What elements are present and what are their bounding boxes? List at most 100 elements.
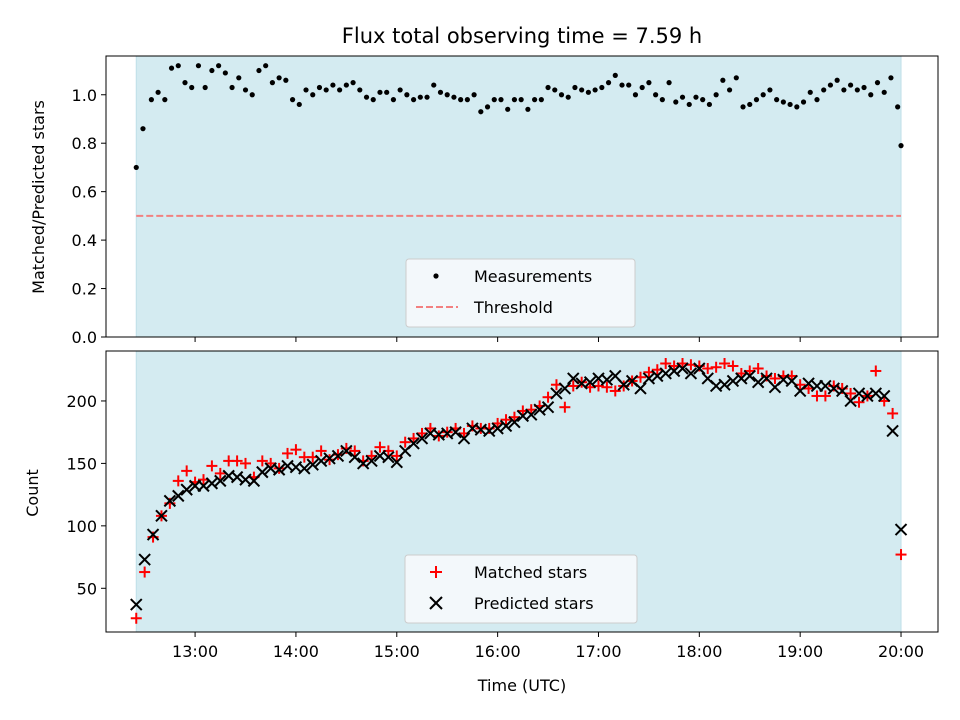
- x-tick-label: 16:00: [475, 642, 521, 661]
- measurement-point: [424, 94, 430, 100]
- matched-star-point: [399, 436, 411, 448]
- predicted-star-point: [415, 432, 429, 445]
- measurement-point: [787, 101, 793, 108]
- measurement-point: [693, 94, 699, 100]
- matched-star-point: [609, 385, 621, 397]
- measurement-point: [505, 106, 511, 112]
- measurement-point: [370, 97, 376, 103]
- predicted-star-point: [356, 457, 370, 470]
- matched-star-point: [752, 362, 764, 374]
- predicted-star-point: [180, 483, 193, 496]
- predicted-star-point: [802, 377, 815, 390]
- legend-measurements-marker: [433, 273, 439, 279]
- x-tick-label: 13:00: [172, 642, 218, 661]
- measurement-point: [653, 92, 659, 98]
- measurement-point: [511, 97, 518, 103]
- measurement-point: [303, 87, 309, 93]
- x-axis-label: Time (UTC): [477, 676, 566, 695]
- predicted-star-point: [869, 387, 883, 400]
- measurement-point: [700, 97, 706, 103]
- predicted-star-point: [684, 367, 698, 380]
- top-legend: Measurements Threshold: [405, 258, 636, 328]
- predicted-star-point: [693, 362, 706, 375]
- measurement-point: [397, 87, 403, 93]
- predicted-star-point: [634, 382, 647, 395]
- predicted-star-point: [642, 372, 656, 385]
- legend-matched-marker: [430, 566, 442, 578]
- measurement-point: [612, 72, 618, 78]
- measurement-point: [626, 82, 632, 88]
- predicted-star-point: [827, 382, 840, 395]
- measurement-point: [572, 84, 578, 91]
- predicted-star-point: [861, 389, 874, 403]
- x-tick-label: 19:00: [777, 642, 823, 661]
- measurement-point: [140, 126, 146, 132]
- predicted-star-point: [407, 437, 420, 450]
- measurement-point: [464, 97, 470, 103]
- predicted-star-point: [525, 408, 538, 421]
- predicted-star-point: [130, 598, 143, 611]
- predicted-star-point: [835, 384, 849, 398]
- measurement-point: [263, 63, 269, 69]
- measurement-point: [437, 89, 444, 95]
- predicted-star-point: [886, 424, 899, 438]
- measurement-point: [458, 97, 464, 103]
- measurement-point: [720, 77, 726, 83]
- matched-star-point: [853, 396, 865, 408]
- x-tick-label: 20:00: [878, 642, 924, 661]
- matched-star-point: [349, 445, 361, 457]
- measurement-point: [484, 104, 491, 110]
- predicted-star-point: [785, 374, 798, 388]
- matched-star-point: [206, 460, 218, 472]
- matched-star-point: [240, 457, 252, 469]
- predicted-star-point: [491, 422, 504, 435]
- measurement-point: [767, 87, 773, 93]
- predicted-star-point: [214, 474, 227, 488]
- y-tick-label: 1.0: [72, 86, 97, 105]
- measurement-point: [451, 94, 457, 100]
- bottom-panel: 13:00 14:00 15:00 16:00 17:00 18:00 19:00 20:00…: [23, 350, 939, 695]
- predicted-star-point: [894, 523, 908, 536]
- predicted-star-point: [230, 470, 244, 484]
- measurement-point: [895, 104, 901, 110]
- legend-predicted-label: Predicted stars: [474, 594, 594, 613]
- predicted-star-point: [819, 379, 832, 393]
- measurement-point: [733, 75, 739, 81]
- matched-star-point: [139, 566, 151, 578]
- measurement-point: [821, 87, 827, 93]
- measurement-point: [195, 63, 202, 69]
- measurement-point: [632, 92, 639, 98]
- measurement-point: [881, 89, 887, 95]
- y-tick-label: 0.2: [72, 280, 97, 299]
- measurement-point: [236, 75, 242, 81]
- matched-star-point: [181, 465, 193, 477]
- measurement-point: [827, 82, 834, 88]
- measurement-point: [431, 82, 437, 88]
- y-tick-label: 0.0: [72, 328, 97, 347]
- legend-threshold-label: Threshold: [473, 298, 553, 317]
- matched-star-point: [256, 455, 268, 467]
- measurement-point: [229, 84, 235, 91]
- top-axes-frame: [105, 55, 939, 338]
- measurement-point: [525, 106, 531, 112]
- predicted-star-point: [743, 369, 756, 383]
- legend-matched-label: Matched stars: [474, 563, 587, 582]
- matched-star-point: [567, 380, 579, 392]
- measurement-point: [296, 101, 302, 108]
- chart-title: Flux total observing time = 7.59 h: [342, 24, 702, 48]
- measurement-point: [363, 94, 370, 100]
- measurement-point: [774, 97, 780, 103]
- predicted-star-point: [172, 489, 185, 503]
- measurement-point: [861, 84, 867, 91]
- measurement-point: [175, 63, 181, 69]
- measurement-point: [585, 89, 591, 95]
- predicted-star-point: [499, 419, 513, 433]
- matched-star-point: [660, 357, 672, 369]
- matched-star-point: [172, 475, 184, 487]
- predicted-star-point: [852, 387, 866, 400]
- predicted-star-point: [483, 424, 496, 438]
- measurement-point: [538, 97, 544, 103]
- predicted-star-point: [348, 450, 361, 464]
- measurement-point: [868, 92, 874, 98]
- predicted-star-point: [567, 372, 580, 385]
